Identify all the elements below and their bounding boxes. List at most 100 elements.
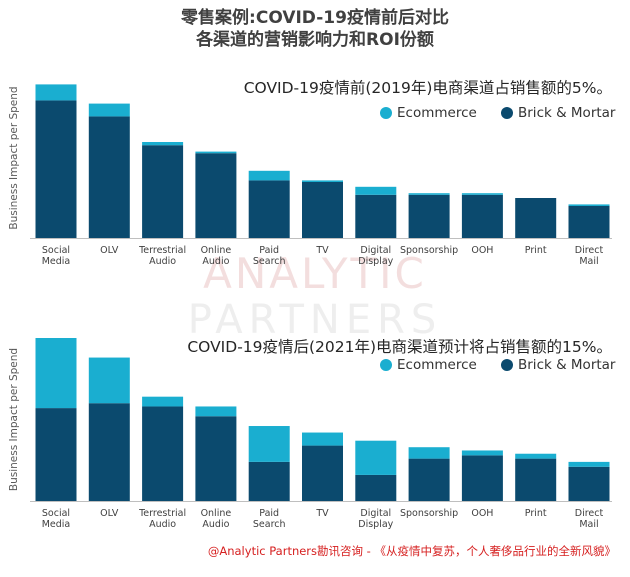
bar-brick-mortar-1 bbox=[35, 408, 77, 501]
x-tick-label-11: Direct Mail bbox=[575, 508, 604, 530]
bar-brick-mortar-10 bbox=[515, 198, 557, 238]
legend-swatch-ecommerce bbox=[380, 359, 392, 371]
bar-brick-mortar-8 bbox=[408, 194, 450, 238]
bar-ecommerce-7 bbox=[355, 186, 397, 195]
bar-ecommerce-8 bbox=[408, 193, 450, 195]
page-title-line-2: 各渠道的营销影响力和ROI份额 bbox=[196, 30, 434, 50]
x-tick-label-7: Digital Display bbox=[358, 508, 393, 530]
x-tick-label-4: Online Audio bbox=[201, 508, 232, 530]
source-footer: @Analytic Partners勘讯咨询 - 《从疫情中复苏，个人奢侈品行业… bbox=[207, 544, 616, 558]
bar-ecommerce-3 bbox=[142, 396, 184, 407]
bar-brick-mortar-3 bbox=[142, 145, 184, 238]
legend-swatch-ecommerce bbox=[380, 107, 392, 119]
y-axis-label: Business Impact per Spend bbox=[8, 348, 20, 491]
x-tick-label-line: Media bbox=[42, 256, 71, 267]
bar-ecommerce-8 bbox=[408, 447, 450, 459]
bars bbox=[35, 84, 610, 239]
bar-ecommerce-9 bbox=[461, 193, 503, 195]
x-tick-label-line: Paid bbox=[259, 245, 279, 256]
x-tick-label-line: OOH bbox=[471, 508, 493, 519]
x-tick-label-line: Audio bbox=[149, 519, 176, 530]
x-tick-label-line: Print bbox=[525, 245, 547, 256]
x-tick-label-line: Sponsorship bbox=[400, 508, 458, 519]
bar-ecommerce-6 bbox=[302, 432, 343, 446]
x-tick-label-line: Mail bbox=[579, 519, 598, 530]
bar-brick-mortar-1 bbox=[35, 100, 77, 239]
x-tick-label-line: Audio bbox=[202, 519, 229, 530]
bar-ecommerce-4 bbox=[195, 151, 237, 154]
bar-brick-mortar-9 bbox=[461, 194, 503, 238]
x-tick-label-line: Media bbox=[42, 519, 71, 530]
bar-ecommerce-10 bbox=[515, 453, 557, 459]
x-tick-label-2: OLV bbox=[100, 508, 119, 519]
x-tick-label-line: Social bbox=[42, 508, 70, 519]
bar-ecommerce-3 bbox=[142, 142, 184, 146]
x-tick-label-line: OLV bbox=[100, 508, 119, 519]
legend-label-ecommerce: Ecommerce bbox=[397, 357, 477, 373]
x-tick-label-line: Social bbox=[42, 245, 70, 256]
bar-ecommerce-2 bbox=[88, 357, 130, 404]
x-tick-label-line: Direct bbox=[575, 508, 604, 519]
chart-panels: COVID-19疫情前(2019年)电商渠道占销售额的5%。 Ecommerce B… bbox=[8, 79, 616, 530]
bar-brick-mortar-4 bbox=[195, 416, 237, 501]
bar-ecommerce-11 bbox=[568, 204, 610, 206]
y-axis-label: Business Impact per Spend bbox=[8, 86, 20, 229]
x-tick-label-line: Paid bbox=[259, 508, 279, 519]
x-tick-label-8: Sponsorship bbox=[400, 245, 458, 256]
x-tick-label-line: Search bbox=[253, 519, 286, 530]
x-tick-label-line: Digital bbox=[360, 508, 391, 519]
x-tick-label-line: Sponsorship bbox=[400, 245, 458, 256]
x-tick-label-line: Terrestrial bbox=[138, 245, 186, 256]
x-tick-label-line: Direct bbox=[575, 245, 604, 256]
x-tick-label-line: Online bbox=[201, 245, 232, 256]
x-tick-label-10: Print bbox=[525, 508, 547, 519]
bar-ecommerce-6 bbox=[302, 180, 343, 182]
x-tick-label-4: Online Audio bbox=[201, 245, 232, 267]
bar-ecommerce-1 bbox=[35, 84, 77, 101]
x-tick-label-line: TV bbox=[315, 245, 329, 256]
x-tick-label-5: Paid Search bbox=[253, 508, 286, 530]
x-tick-label-line: Online bbox=[201, 508, 232, 519]
bar-brick-mortar-3 bbox=[142, 406, 184, 501]
bar-brick-mortar-11 bbox=[568, 466, 610, 501]
x-tick-label-line: OOH bbox=[471, 245, 493, 256]
chart-title: COVID-19疫情后(2021年)电商渠道预计将占销售额的15%。 bbox=[187, 338, 612, 356]
x-tick-label-line: Audio bbox=[149, 256, 176, 267]
bar-brick-mortar-7 bbox=[355, 474, 397, 501]
chart-title: COVID-19疫情前(2019年)电商渠道占销售额的5%。 bbox=[244, 79, 612, 97]
bar-brick-mortar-4 bbox=[195, 153, 237, 238]
chart-legend: Ecommerce Brick & Mortar bbox=[380, 105, 616, 121]
bar-ecommerce-2 bbox=[88, 103, 130, 117]
x-tick-label-line: TV bbox=[315, 508, 329, 519]
chart-panel-2: COVID-19疫情后(2021年)电商渠道预计将占销售额的15%。Ecomme… bbox=[8, 338, 616, 530]
x-tick-label-8: Sponsorship bbox=[400, 508, 458, 519]
x-tick-label-10: Print bbox=[525, 245, 547, 256]
bar-brick-mortar-6 bbox=[302, 182, 343, 238]
chart-panel-1: COVID-19疫情前(2019年)电商渠道占销售额的5%。 Ecommerce B… bbox=[8, 79, 616, 267]
bar-ecommerce-4 bbox=[195, 406, 237, 417]
bar-ecommerce-5 bbox=[248, 426, 290, 462]
x-tick-label-line: Mail bbox=[579, 256, 598, 267]
x-tick-label-line: Display bbox=[358, 256, 393, 267]
x-tick-label-2: OLV bbox=[100, 245, 119, 256]
bar-ecommerce-1 bbox=[35, 338, 77, 409]
bar-brick-mortar-5 bbox=[248, 461, 290, 501]
watermark: ANALYTIC PARTNERS bbox=[188, 249, 443, 343]
x-tick-label-line: Terrestrial bbox=[138, 508, 186, 519]
bars bbox=[35, 338, 610, 501]
page-title-line-1: 零售案例:COVID-19疫情前后对比 bbox=[181, 8, 449, 28]
x-tick-label-9: OOH bbox=[471, 508, 493, 519]
watermark-line-2: PARTNERS bbox=[188, 297, 443, 343]
legend-label-brick-mortar: Brick & Mortar bbox=[518, 357, 616, 373]
bar-ecommerce-11 bbox=[568, 461, 610, 467]
bar-brick-mortar-8 bbox=[408, 458, 450, 501]
bar-brick-mortar-6 bbox=[302, 445, 343, 501]
chart-legend: Ecommerce Brick & Mortar bbox=[380, 357, 616, 373]
bar-brick-mortar-11 bbox=[568, 206, 610, 238]
legend-swatch-brick-mortar bbox=[501, 107, 513, 119]
x-tick-label-1: Social Media bbox=[42, 508, 71, 530]
bar-ecommerce-9 bbox=[461, 450, 503, 456]
x-tick-label-6: TV bbox=[315, 508, 329, 519]
x-tick-label-11: Direct Mail bbox=[575, 245, 604, 267]
